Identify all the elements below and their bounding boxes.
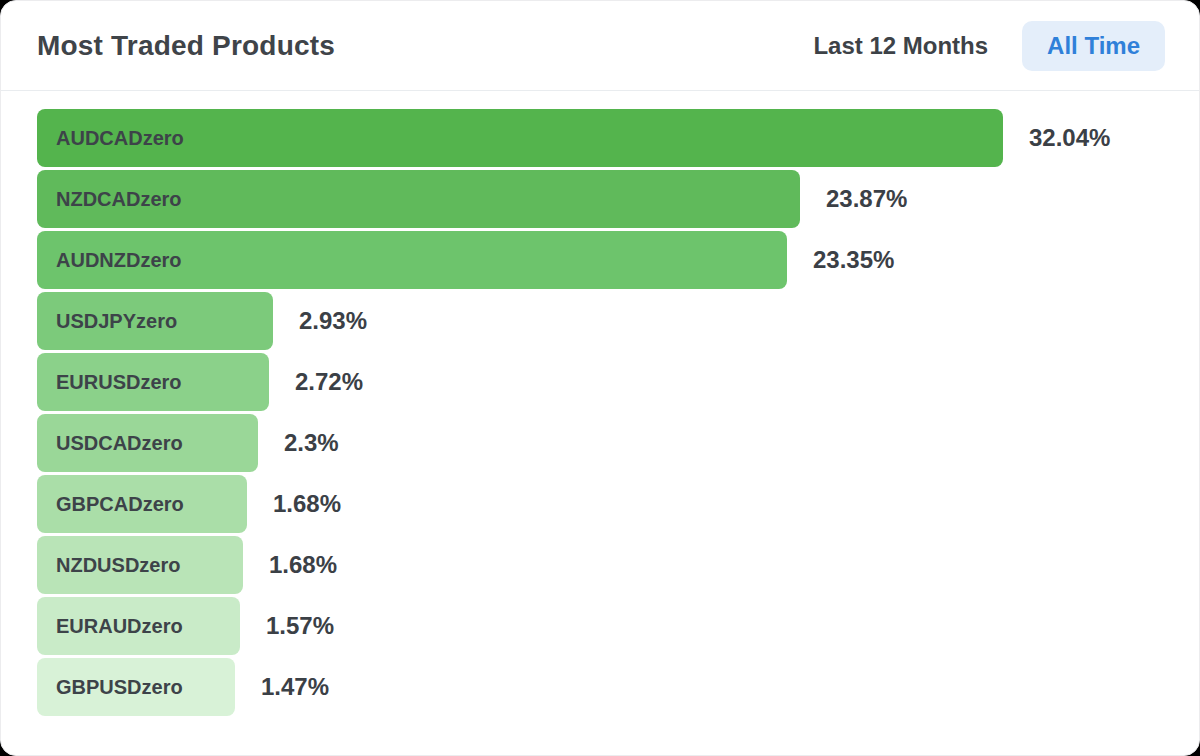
card-header: Most Traded Products Last 12 Months All … (1, 1, 1199, 91)
bar-value: 23.87% (826, 185, 907, 213)
bar: AUDNZDzero (37, 231, 787, 289)
bar-row: AUDCADzero 32.04% (37, 109, 1163, 167)
bar-label: NZDUSDzero (56, 554, 180, 577)
bar: USDCADzero (37, 414, 258, 472)
bar-row: USDCADzero 2.3% (37, 414, 1163, 472)
bar-row: NZDUSDzero 1.68% (37, 536, 1163, 594)
bar: USDJPYzero (37, 292, 273, 350)
bar: GBPCADzero (37, 475, 247, 533)
bar-label: NZDCADzero (56, 188, 182, 211)
bar-value: 1.47% (261, 673, 329, 701)
bar-value: 2.72% (295, 368, 363, 396)
bar-label: GBPUSDzero (56, 676, 183, 699)
bar-row: GBPUSDzero 1.47% (37, 658, 1163, 716)
bar-label: EURUSDzero (56, 371, 182, 394)
bar-label: GBPCADzero (56, 493, 184, 516)
bar-value: 32.04% (1029, 124, 1110, 152)
bar: NZDUSDzero (37, 536, 243, 594)
tab-last-12-months[interactable]: Last 12 Months (813, 32, 988, 60)
bar-label: USDCADzero (56, 432, 183, 455)
bar-value: 1.68% (273, 490, 341, 518)
bar: AUDCADzero (37, 109, 1003, 167)
most-traded-products-card: Most Traded Products Last 12 Months All … (0, 0, 1200, 756)
bar-label: AUDNZDzero (56, 249, 182, 272)
bar-value: 2.93% (299, 307, 367, 335)
tab-all-time[interactable]: All Time (1022, 21, 1165, 71)
bar: NZDCADzero (37, 170, 800, 228)
bar-row: EURUSDzero 2.72% (37, 353, 1163, 411)
bar-row: GBPCADzero 1.68% (37, 475, 1163, 533)
bar-row: AUDNZDzero 23.35% (37, 231, 1163, 289)
bar-label: USDJPYzero (56, 310, 177, 333)
time-range-tabs: Last 12 Months All Time (813, 21, 1165, 71)
bar-row: USDJPYzero 2.93% (37, 292, 1163, 350)
bar-chart: AUDCADzero 32.04% NZDCADzero 23.87% AUDN… (1, 91, 1199, 716)
bar: EURUSDzero (37, 353, 269, 411)
bar-row: EURAUDzero 1.57% (37, 597, 1163, 655)
bar-label: EURAUDzero (56, 615, 183, 638)
bar-value: 1.57% (266, 612, 334, 640)
bar: EURAUDzero (37, 597, 240, 655)
bar: GBPUSDzero (37, 658, 235, 716)
bar-value: 23.35% (813, 246, 894, 274)
page-title: Most Traded Products (37, 30, 335, 62)
bar-row: NZDCADzero 23.87% (37, 170, 1163, 228)
bar-value: 2.3% (284, 429, 339, 457)
bar-value: 1.68% (269, 551, 337, 579)
bar-label: AUDCADzero (56, 127, 184, 150)
